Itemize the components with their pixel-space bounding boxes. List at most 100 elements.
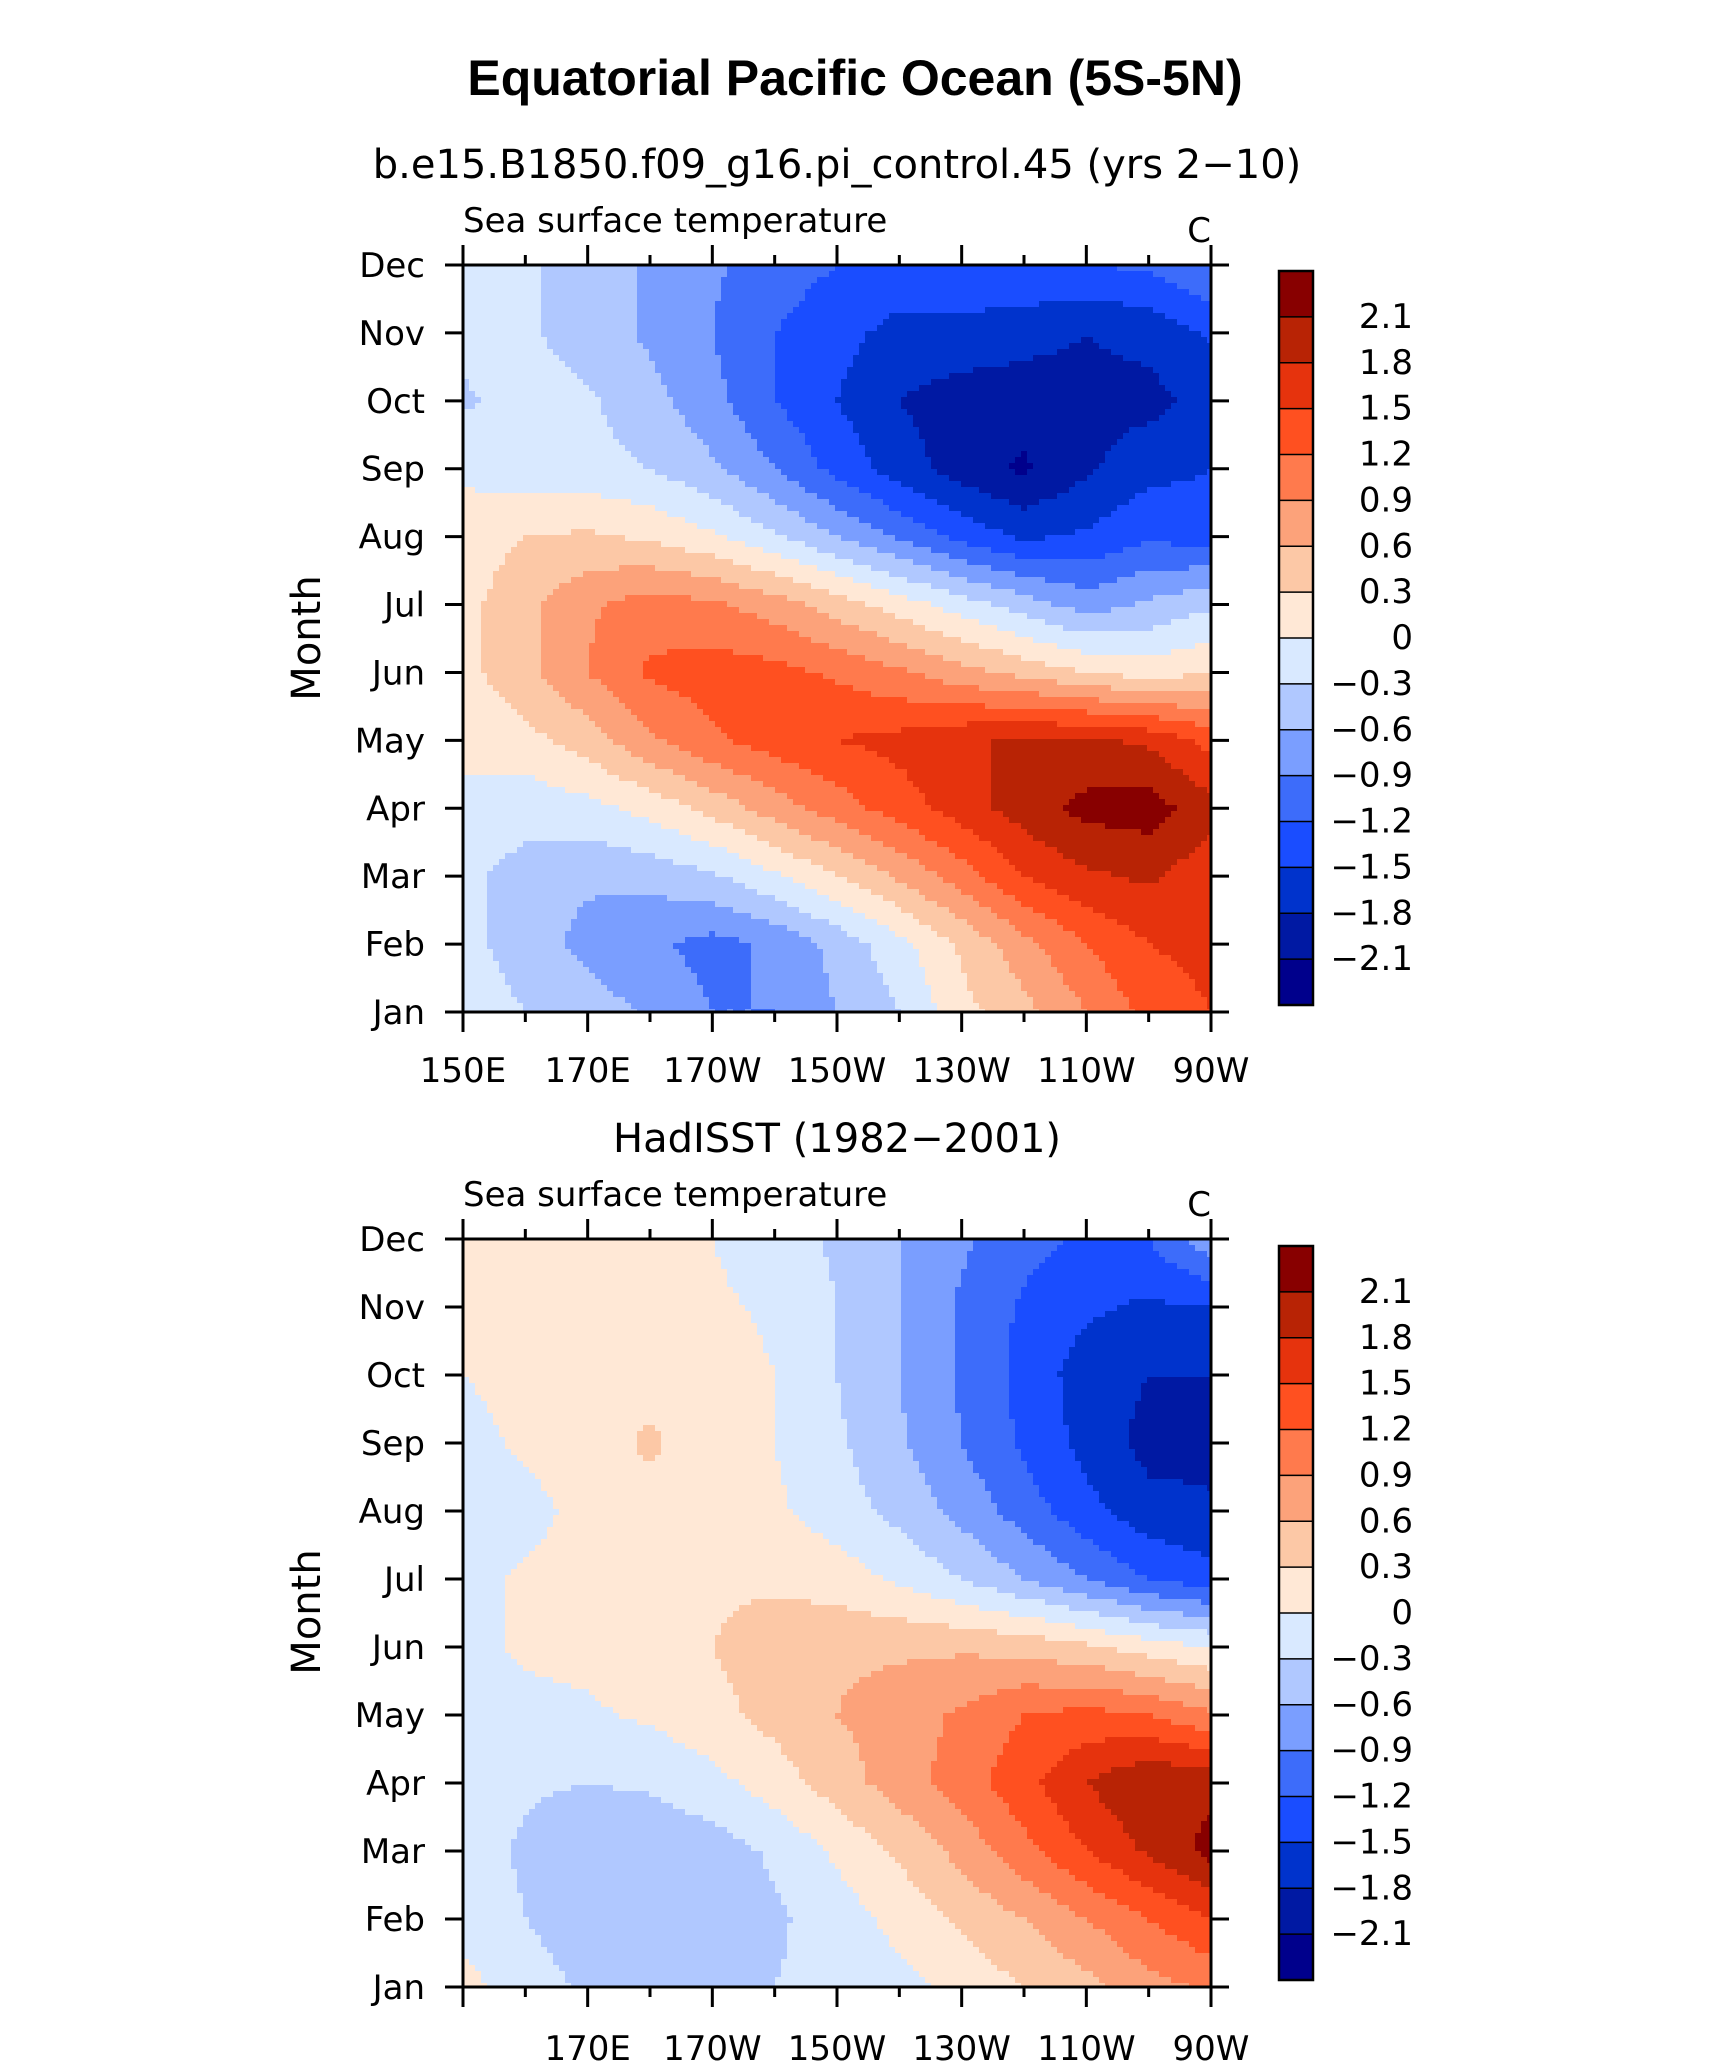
heatmap-cell: [979, 307, 986, 314]
heatmap-cell: [1153, 487, 1160, 494]
heatmap-cell: [475, 415, 482, 422]
heatmap-cell: [469, 349, 476, 356]
heatmap-cell: [1015, 385, 1022, 392]
heatmap-cell: [1195, 463, 1202, 470]
heatmap-cell: [955, 469, 962, 476]
heatmap-cell: [523, 433, 530, 440]
heatmap-cell: [589, 415, 596, 422]
heatmap-cell: [1015, 361, 1022, 368]
heatmap-cell: [1081, 367, 1088, 374]
heatmap-cell: [613, 373, 620, 380]
heatmap-cell: [475, 319, 482, 326]
heatmap-cell: [787, 271, 794, 278]
heatmap-cell: [1141, 331, 1148, 338]
heatmap-cell: [1147, 319, 1154, 326]
heatmap-cell: [649, 331, 656, 338]
heatmap-cell: [1141, 421, 1148, 428]
heatmap-cell: [1027, 301, 1034, 308]
heatmap-cell: [1099, 469, 1106, 476]
heatmap-cell: [1171, 433, 1178, 440]
heatmap-cell: [823, 319, 830, 326]
heatmap-cell: [751, 469, 758, 476]
heatmap-cell: [745, 379, 752, 386]
heatmap-cell: [889, 439, 896, 446]
heatmap-cell: [487, 265, 494, 272]
heatmap-cell: [541, 391, 548, 398]
heatmap-cell: [1099, 301, 1106, 308]
heatmap-cell: [1009, 457, 1016, 464]
heatmap-cell: [1153, 415, 1160, 422]
heatmap-cell: [757, 481, 764, 488]
heatmap-cell: [913, 361, 920, 368]
heatmap-cell: [637, 313, 644, 320]
heatmap-cell: [901, 325, 908, 332]
heatmap-cell: [961, 265, 968, 272]
heatmap-cell: [715, 337, 722, 344]
heatmap-cell: [781, 319, 788, 326]
heatmap-cell: [643, 451, 650, 458]
heatmap-cell: [919, 391, 926, 398]
heatmap-cell: [1063, 391, 1070, 398]
heatmap-cell: [571, 313, 578, 320]
heatmap-cell: [1105, 373, 1112, 380]
heatmap-cell: [883, 421, 890, 428]
heatmap-cell: [1099, 277, 1106, 284]
heatmap-cell: [1069, 301, 1076, 308]
heatmap-cell: [493, 481, 500, 488]
heatmap-cell: [1141, 373, 1148, 380]
heatmap-cell: [751, 319, 758, 326]
heatmap-cell: [1159, 385, 1166, 392]
heatmap-cell: [1015, 307, 1022, 314]
heatmap-cell: [469, 469, 476, 476]
heatmap-cell: [1009, 313, 1016, 320]
heatmap-cell: [1141, 367, 1148, 374]
heatmap-cell: [577, 385, 584, 392]
heatmap-cell: [691, 343, 698, 350]
heatmap-cell: [1165, 475, 1172, 482]
heatmap-cell: [1153, 367, 1160, 374]
heatmap-cell: [685, 493, 692, 500]
heatmap-cell: [703, 403, 710, 410]
heatmap-cell: [1033, 433, 1040, 440]
heatmap-cell: [853, 277, 860, 284]
heatmap-cell: [811, 385, 818, 392]
heatmap-cell: [607, 463, 614, 470]
heatmap-cell: [1081, 493, 1088, 500]
heatmap-cell: [1189, 265, 1196, 272]
heatmap-cell: [715, 307, 722, 314]
heatmap-cell: [697, 361, 704, 368]
heatmap-cell: [1069, 385, 1076, 392]
heatmap-cell: [793, 457, 800, 464]
heatmap-cell: [1045, 463, 1052, 470]
heatmap-cell: [745, 313, 752, 320]
heatmap-cell: [1177, 421, 1184, 428]
heatmap-cell: [775, 487, 782, 494]
heatmap-cell: [697, 397, 704, 404]
heatmap-cell: [625, 343, 632, 350]
heatmap-cell: [523, 355, 530, 362]
heatmap-cell: [979, 367, 986, 374]
heatmap-cell: [1087, 331, 1094, 338]
heatmap-cell: [997, 337, 1004, 344]
heatmap-cell: [499, 463, 506, 470]
heatmap-cell: [559, 307, 566, 314]
heatmap-cell: [673, 421, 680, 428]
heatmap-cell: [523, 367, 530, 374]
heatmap-cell: [1099, 499, 1106, 506]
heatmap-cell: [463, 355, 470, 362]
heatmap-cell: [859, 445, 866, 452]
heatmap-cell: [637, 355, 644, 362]
heatmap-cell: [781, 295, 788, 302]
heatmap-cell: [1195, 415, 1202, 422]
heatmap-cell: [1117, 499, 1124, 506]
heatmap-cell: [1033, 439, 1040, 446]
heatmap-cell: [895, 277, 902, 284]
heatmap-cell: [673, 403, 680, 410]
heatmap-cell: [1153, 373, 1160, 380]
heatmap-cell: [967, 427, 974, 434]
heatmap-cell: [1069, 271, 1076, 278]
heatmap-cell: [643, 469, 650, 476]
heatmap-cell: [523, 463, 530, 470]
heatmap-cell: [751, 325, 758, 332]
heatmap-cell: [1153, 307, 1160, 314]
